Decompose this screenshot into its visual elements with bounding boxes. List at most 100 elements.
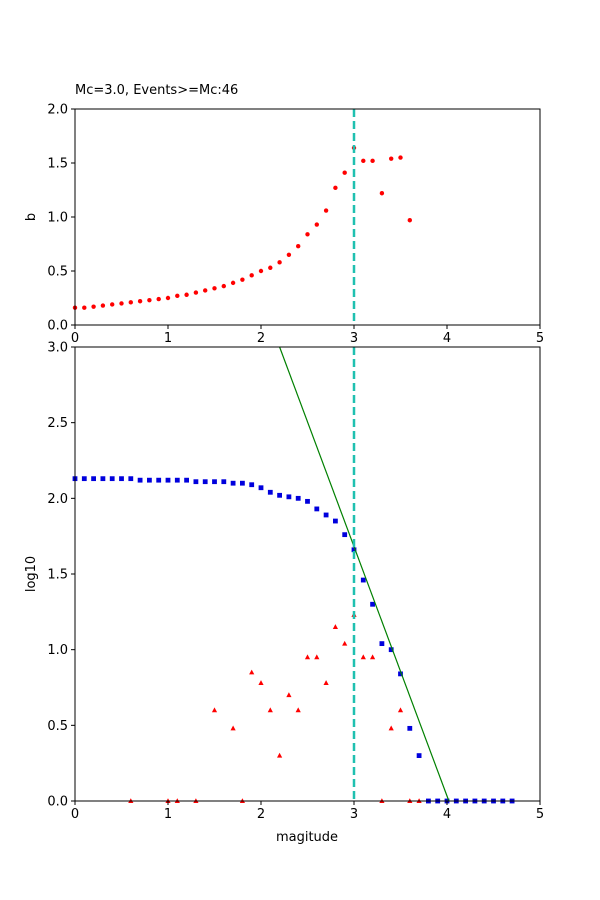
bottom-series-0-point: [370, 601, 375, 607]
top-series-0-point: [240, 277, 245, 282]
bottom-series-0-point: [407, 725, 413, 731]
bottom-series-0-point: [351, 547, 357, 553]
top-series-0-point: [212, 286, 217, 291]
top-series-0-point: [184, 292, 189, 297]
top-y-tick-label: 0.5: [47, 265, 68, 280]
bottom-y-axis-label: log10: [24, 556, 39, 592]
bottom-series-1-point: [360, 654, 366, 660]
top-series-0-point: [175, 293, 180, 299]
top-series-0-point: [203, 288, 208, 293]
bottom-series-1-point: [286, 692, 292, 698]
top-series-0-point: [221, 283, 226, 289]
bottom-series-0-point: [184, 477, 189, 483]
bottom-series-1-point: [249, 669, 255, 675]
bottom-series-0-point: [109, 476, 115, 482]
bottom-series-1-point: [211, 707, 218, 713]
bottom-x-axis-label: magitude: [276, 830, 338, 845]
top-series-0-point: [82, 305, 87, 310]
top-chart: Mc=3.0, Events>=Mc:46 0 1 2 3 4 5 0.0 0.5 1.0 1.…: [24, 83, 544, 346]
bottom-series-0-point: [342, 532, 348, 538]
top-chart-title: Mc=3.0, Events>=Mc:46: [75, 83, 238, 98]
bottom-y-tick-label: 1.0: [47, 643, 68, 658]
bottom-series-0-point: [174, 477, 180, 483]
bottom-series-1-point: [258, 680, 264, 685]
bottom-x-ticks: 0 1 2 3 4 5: [71, 801, 544, 822]
bottom-series-1-point: [277, 752, 283, 758]
bottom-series: [72, 476, 515, 804]
top-y-axis-label: b: [24, 213, 39, 221]
bottom-series-0-point: [258, 485, 264, 491]
bottom-x-tick-label: 3: [350, 807, 358, 822]
bottom-series-0-point: [91, 476, 96, 482]
bottom-series-0-point: [81, 476, 87, 482]
bottom-series-0-point: [249, 482, 255, 488]
bottom-series-0-point: [137, 477, 143, 483]
bottom-series-0-point: [165, 477, 171, 483]
top-x-tick-label: 4: [443, 331, 451, 346]
bottom-series-0-point: [147, 477, 152, 483]
top-x-tick-label: 0: [71, 331, 79, 346]
bottom-series-0-point: [128, 476, 134, 482]
top-series-0-point: [333, 185, 338, 191]
bottom-x-tick-label: 5: [536, 807, 544, 822]
top-series-0-point: [361, 158, 366, 164]
top-series-0-point: [91, 304, 96, 309]
bottom-series-1-point: [388, 725, 394, 731]
bottom-series-0-point: [333, 518, 338, 524]
top-series-0-point: [314, 222, 319, 227]
bottom-series-0-point: [100, 476, 106, 482]
bottom-series-0-point: [230, 480, 236, 486]
bottom-x-tick-label: 0: [71, 807, 79, 822]
bottom-y-tick-label: 2.0: [47, 492, 68, 507]
bottom-series-0-point: [379, 641, 385, 647]
bottom-series-0-point: [295, 495, 301, 501]
top-plot-frame: [74, 108, 541, 326]
top-series-0-point: [156, 296, 161, 302]
top-y-tick-label: 1.5: [47, 157, 68, 172]
top-series-0-point: [100, 303, 106, 308]
top-series-0-point: [165, 295, 171, 301]
top-series-0-point: [249, 273, 254, 278]
bottom-y-tick-label: 0.5: [47, 719, 68, 734]
bottom-plot-frame: [74, 346, 541, 802]
top-series-0-point: [128, 300, 133, 305]
bottom-x-tick-label: 4: [443, 807, 451, 822]
bottom-series-0-point: [314, 506, 320, 512]
bottom-series-0-point: [360, 577, 366, 583]
bottom-series-0-point: [212, 479, 217, 485]
bottom-series-1-point: [397, 707, 404, 713]
bottom-series-0-point: [202, 479, 208, 485]
bottom-series-0-point: [277, 492, 282, 498]
bottom-y-tick-label: 0.0: [47, 795, 68, 810]
top-series-0-point: [230, 280, 236, 286]
top-y-ticks: 0.0 0.5 1.0 1.5 2.0: [47, 103, 75, 334]
bottom-y-tick-label: 1.5: [47, 568, 68, 583]
bottom-series-1-point: [314, 654, 320, 660]
top-series-0-point: [286, 252, 292, 257]
top-series-0-point: [389, 156, 394, 161]
top-series-0-point: [137, 299, 143, 304]
bottom-series-0-point: [156, 477, 162, 483]
top-series-0-point: [398, 155, 403, 160]
top-x-ticks: 0 1 2 3 4 5: [71, 325, 544, 346]
bottom-series-0-point: [323, 512, 329, 518]
bottom-y-tick-label: 3.0: [47, 341, 68, 356]
bottom-series-0-point: [305, 498, 310, 504]
bottom-series-1-point: [295, 707, 301, 713]
top-series-0-point: [407, 218, 412, 223]
bottom-x-tick-label: 1: [164, 807, 172, 822]
top-series-0-point: [277, 260, 282, 265]
top-x-tick-label: 5: [536, 331, 544, 346]
top-series-0-point: [147, 297, 152, 303]
top-series: [72, 145, 412, 310]
top-series-0-point: [323, 208, 329, 213]
bottom-series-0-point: [193, 479, 199, 485]
bottom-series-1-point: [304, 654, 311, 660]
bottom-chart: 0 1 2 3 4 5 0.0 0.5 1.0 1.5 2.0 2.5 3.0 magitude lo…: [24, 341, 544, 846]
top-series-0-point: [370, 158, 375, 164]
top-y-tick-label: 0.0: [47, 319, 68, 334]
bottom-y-tick-label: 2.5: [47, 416, 68, 431]
bottom-series-1-point: [267, 707, 273, 713]
bottom-series-0-point: [388, 647, 394, 653]
